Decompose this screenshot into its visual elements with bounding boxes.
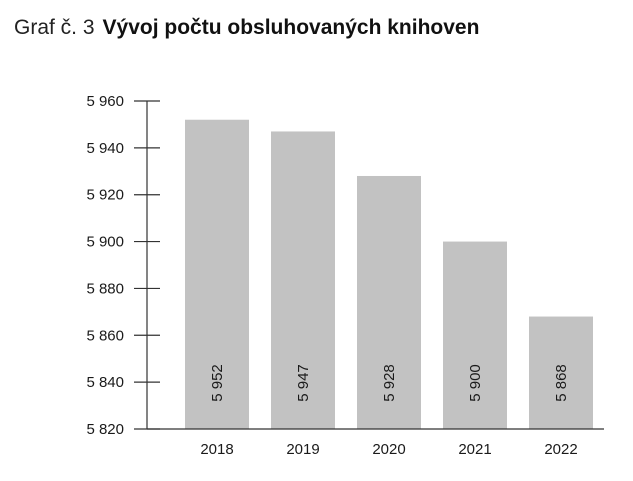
x-tick-label: 2022	[544, 441, 577, 458]
chart-title-main: Vývoj počtu obsluhovaných knihoven	[102, 16, 480, 39]
x-tick-label: 2019	[286, 441, 319, 458]
y-tick-label: 5 960	[86, 93, 124, 110]
bar-2019	[271, 131, 335, 429]
y-tick-label: 5 940	[86, 140, 124, 157]
chart-title-prefix: Graf č. 3	[14, 16, 95, 39]
x-tick-label: 2018	[200, 441, 233, 458]
bar-value-label: 5 928	[381, 364, 398, 402]
x-axis: 2018 2019 2020 2021 2022	[147, 428, 604, 458]
bar-2022	[529, 316, 593, 429]
bar-value-label: 5 900	[467, 364, 484, 402]
y-tick-label: 5 880	[86, 280, 124, 297]
bar-value-label: 5 947	[295, 364, 312, 402]
bar-2020	[357, 175, 421, 429]
y-tick-label: 5 820	[86, 421, 124, 438]
bar-value-label: 5 952	[209, 364, 226, 402]
y-tick-label: 5 920	[86, 187, 124, 204]
x-tick-label: 2021	[458, 441, 491, 458]
bar-2018	[185, 119, 249, 429]
x-tick-label: 2020	[372, 441, 405, 458]
y-axis: 5 820 5 840 5 860 5 880 5 900 5 920 5 940 5 960	[86, 93, 160, 438]
y-tick-label: 5 840	[86, 374, 124, 391]
bar-2021	[443, 241, 507, 429]
bar-value-label: 5 868	[553, 364, 570, 402]
y-tick-label: 5 860	[86, 327, 124, 344]
chart-title: Graf č. 3 Vývoj počtu obsluhovaných kniho…	[14, 16, 479, 40]
y-tick-label: 5 900	[86, 234, 124, 251]
bars: 5 952 5 947 5 928 5 900 5 868	[185, 119, 593, 429]
